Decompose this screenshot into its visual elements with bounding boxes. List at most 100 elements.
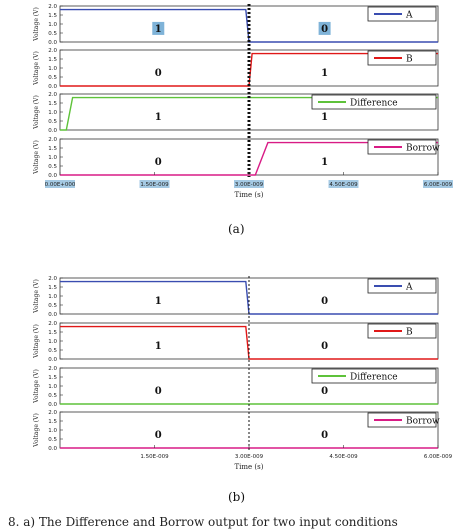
logic-label: 0 — [321, 386, 328, 397]
y-tick-label: 1.5 — [48, 101, 57, 107]
panel-b: 0.0 0.5 1.0 1.5 2.0 Voltage (V) A 1 0 0.0 0.5 1.0 1.… — [33, 276, 453, 471]
x-tick-label: 1.50E-009 — [140, 454, 169, 460]
legend-label: B — [406, 55, 413, 65]
y-tick-label: 2.0 — [48, 137, 57, 143]
logic-label: 0 — [155, 68, 162, 79]
legend-label: Borrow — [406, 144, 440, 154]
y-tick-label: 1.5 — [48, 13, 57, 19]
y-axis-label: Voltage (V) — [33, 369, 40, 404]
legend-label: Borrow — [406, 417, 440, 427]
subplot-a: 0.0 0.5 1.0 1.5 2.0 Voltage (V) A 1 0 — [33, 4, 439, 46]
y-axis-label: Voltage (V) — [33, 7, 40, 42]
y-tick-label: 0.5 — [48, 393, 57, 399]
x-axis-label: Time (s) — [235, 463, 264, 471]
y-tick-label: 0.0 — [48, 173, 57, 179]
y-tick-label: 0.5 — [48, 303, 57, 309]
subplot-a: 0.0 0.5 1.0 1.5 2.0 Voltage (V) A 1 0 — [33, 276, 439, 318]
x-tick-label: 4.50E-009 — [329, 454, 358, 460]
x-tick-highlight — [45, 180, 75, 188]
legend-label: A — [405, 11, 413, 21]
y-tick-label: 1.5 — [48, 57, 57, 63]
legend-label: A — [405, 283, 413, 293]
y-tick-label: 2.0 — [48, 366, 57, 372]
logic-label: 1 — [321, 68, 328, 79]
subplot-borrow: 0.0 0.5 1.0 1.5 2.0 Voltage (V) Borrow 0 1 — [33, 137, 440, 179]
waveform-line-b — [60, 325, 438, 360]
y-tick-label: 0.0 — [48, 312, 57, 318]
y-tick-label: 1.5 — [48, 330, 57, 336]
y-tick-label: 0.5 — [48, 31, 57, 37]
y-tick-label: 1.5 — [48, 146, 57, 152]
x-tick-label: 4.50E-009 — [329, 182, 358, 188]
waveform-line-borrow — [60, 141, 438, 176]
y-axis-label: Voltage (V) — [33, 95, 40, 130]
y-tick-label: 1.0 — [48, 22, 57, 28]
y-tick-label: 0.5 — [48, 437, 57, 443]
y-tick-label: 1.0 — [48, 339, 57, 345]
x-tick-label: 6.00E-009 — [424, 454, 453, 460]
logic-label: 0 — [321, 296, 328, 307]
subplot-difference: 0.0 0.5 1.0 1.5 2.0 Voltage (V) Difference 0 0 — [33, 366, 439, 408]
panel-a-label: (a) — [228, 222, 245, 236]
y-tick-label: 0.5 — [48, 119, 57, 125]
x-tick-highlight — [423, 180, 453, 188]
y-tick-label: 0.0 — [48, 357, 57, 363]
panel-a: 0.0 0.5 1.0 1.5 2.0 Voltage (V) A 1 0 0.0 0.5 1.0 1.… — [33, 4, 453, 199]
y-axis-label: Voltage (V) — [33, 140, 40, 175]
x-tick-label: 3.00E-009 — [235, 454, 264, 460]
subplot-borrow: 0.0 0.5 1.0 1.5 2.0 Voltage (V) Borrow 0 0 — [33, 410, 440, 452]
y-tick-label: 2.0 — [48, 92, 57, 98]
y-tick-label: 0.5 — [48, 348, 57, 354]
y-tick-label: 2.0 — [48, 321, 57, 327]
y-tick-label: 2.0 — [48, 48, 57, 54]
y-tick-label: 1.5 — [48, 419, 57, 425]
y-axis-label: Voltage (V) — [33, 279, 40, 314]
y-axis-label: Voltage (V) — [33, 324, 40, 359]
logic-label: 1 — [321, 112, 328, 123]
x-tick-highlight — [328, 180, 359, 188]
x-tick-label: 3.00E-009 — [235, 182, 264, 188]
legend-label: Difference — [350, 373, 398, 383]
y-tick-label: 0.0 — [48, 84, 57, 90]
subplot-b: 0.0 0.5 1.0 1.5 2.0 Voltage (V) B 0 1 — [33, 48, 439, 90]
y-axis-label: Voltage (V) — [33, 51, 40, 86]
logic-label: 1 — [155, 341, 162, 352]
logic-label: 0 — [321, 341, 328, 352]
y-tick-label: 0.0 — [48, 40, 57, 46]
y-axis-label: Voltage (V) — [33, 413, 40, 448]
logic-label: 0 — [155, 157, 162, 168]
legend-label: Difference — [350, 99, 398, 109]
y-tick-label: 0.0 — [48, 128, 57, 134]
logic-label: 1 — [155, 112, 162, 123]
legend-box — [311, 368, 437, 384]
logic-label: 0 — [321, 430, 328, 441]
waveform-line-b — [60, 52, 438, 87]
y-tick-label: 1.0 — [48, 294, 57, 300]
figure-caption: 8. a) The Difference and Borrow output f… — [8, 515, 398, 529]
legend-box — [311, 94, 437, 110]
x-tick-label: 1.50E-009 — [140, 182, 169, 188]
y-tick-label: 2.0 — [48, 4, 57, 10]
legend-label: B — [406, 328, 413, 338]
subplot-b: 0.0 0.5 1.0 1.5 2.0 Voltage (V) B 1 0 — [33, 321, 439, 363]
y-tick-label: 1.0 — [48, 384, 57, 390]
x-tick-label: 6.00E-009 — [424, 182, 453, 188]
logic-label: 1 — [321, 157, 328, 168]
waveform-line-difference — [60, 96, 438, 131]
logic-label: 0 — [155, 430, 162, 441]
x-tick-label: 0.00E+000 — [45, 182, 76, 188]
subplot-difference: 0.0 0.5 1.0 1.5 2.0 Voltage (V) Difference 1 1 — [33, 92, 439, 134]
y-tick-label: 0.0 — [48, 402, 57, 408]
y-tick-label: 1.0 — [48, 428, 57, 434]
logic-label: 0 — [321, 24, 328, 35]
y-tick-label: 2.0 — [48, 276, 57, 282]
x-axis-label: Time (s) — [235, 191, 264, 199]
y-tick-label: 0.5 — [48, 164, 57, 170]
y-tick-label: 2.0 — [48, 410, 57, 416]
logic-label: 0 — [155, 386, 162, 397]
x-tick-highlight — [234, 180, 264, 188]
waveform-line-a — [60, 280, 438, 315]
logic-label: 1 — [155, 296, 162, 307]
y-tick-label: 1.0 — [48, 66, 57, 72]
